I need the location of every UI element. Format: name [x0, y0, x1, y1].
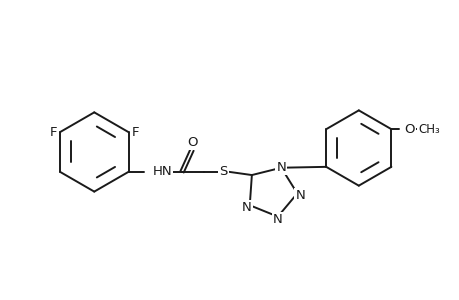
Text: N: N: [241, 201, 251, 214]
Text: S: S: [219, 165, 227, 178]
Text: F: F: [49, 126, 56, 139]
Text: O: O: [403, 123, 414, 136]
Text: N: N: [295, 189, 304, 202]
Text: CH₃: CH₃: [417, 123, 439, 136]
Text: O: O: [187, 136, 198, 148]
Text: N: N: [272, 213, 282, 226]
Text: F: F: [131, 126, 139, 139]
Text: HN: HN: [152, 165, 172, 178]
Text: N: N: [276, 161, 285, 174]
